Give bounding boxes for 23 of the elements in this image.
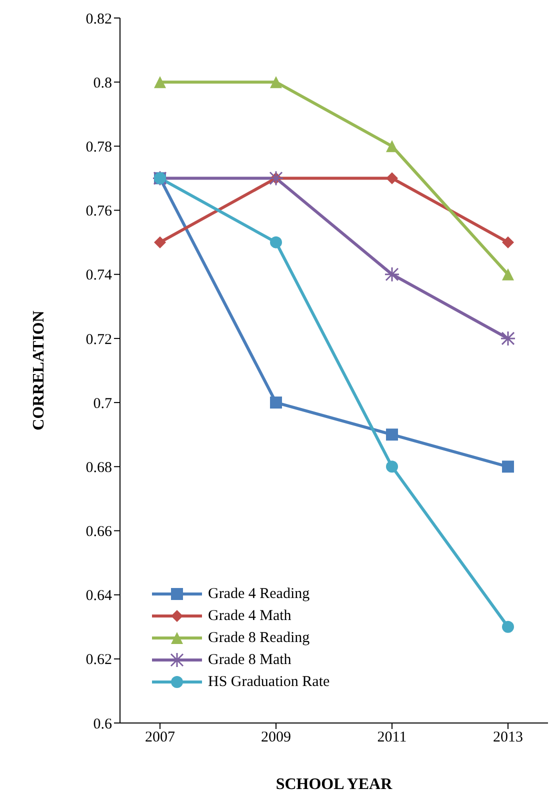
legend-label: Grade 4 Reading xyxy=(208,586,310,602)
y-tick-label: 0.76 xyxy=(86,204,112,220)
legend-label: Grade 4 Math xyxy=(208,608,292,624)
y-tick-label: 0.66 xyxy=(86,524,112,540)
y-axis-title: CORRELATION xyxy=(30,310,48,430)
y-tick-label: 0.72 xyxy=(86,332,112,348)
legend-label: Grade 8 Reading xyxy=(208,630,310,646)
y-tick-label: 0.62 xyxy=(86,652,112,668)
x-tick-label: 2009 xyxy=(261,730,291,746)
y-tick-label: 0.78 xyxy=(86,140,112,156)
y-tick-label: 0.6 xyxy=(93,716,112,732)
y-tick-label: 0.64 xyxy=(86,588,112,604)
y-tick-label: 0.68 xyxy=(86,460,112,476)
legend-label: Grade 8 Math xyxy=(208,652,292,668)
x-axis-title: SCHOOL YEAR xyxy=(276,776,393,793)
y-tick-label: 0.74 xyxy=(86,268,112,284)
x-tick-label: 2011 xyxy=(377,730,407,746)
x-tick-label: 2007 xyxy=(145,730,176,746)
y-tick-label: 0.7 xyxy=(93,396,112,412)
y-tick-label: 0.8 xyxy=(93,75,112,92)
legend-label: HS Graduation Rate xyxy=(208,674,330,690)
y-tick-label: 0.82 xyxy=(86,11,112,28)
x-tick-label: 2013 xyxy=(493,730,523,746)
